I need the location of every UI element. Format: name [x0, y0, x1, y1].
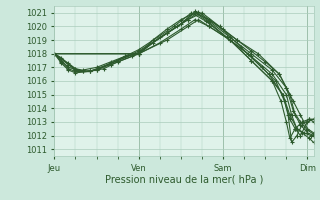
- X-axis label: Pression niveau de la mer( hPa ): Pression niveau de la mer( hPa ): [105, 174, 263, 184]
